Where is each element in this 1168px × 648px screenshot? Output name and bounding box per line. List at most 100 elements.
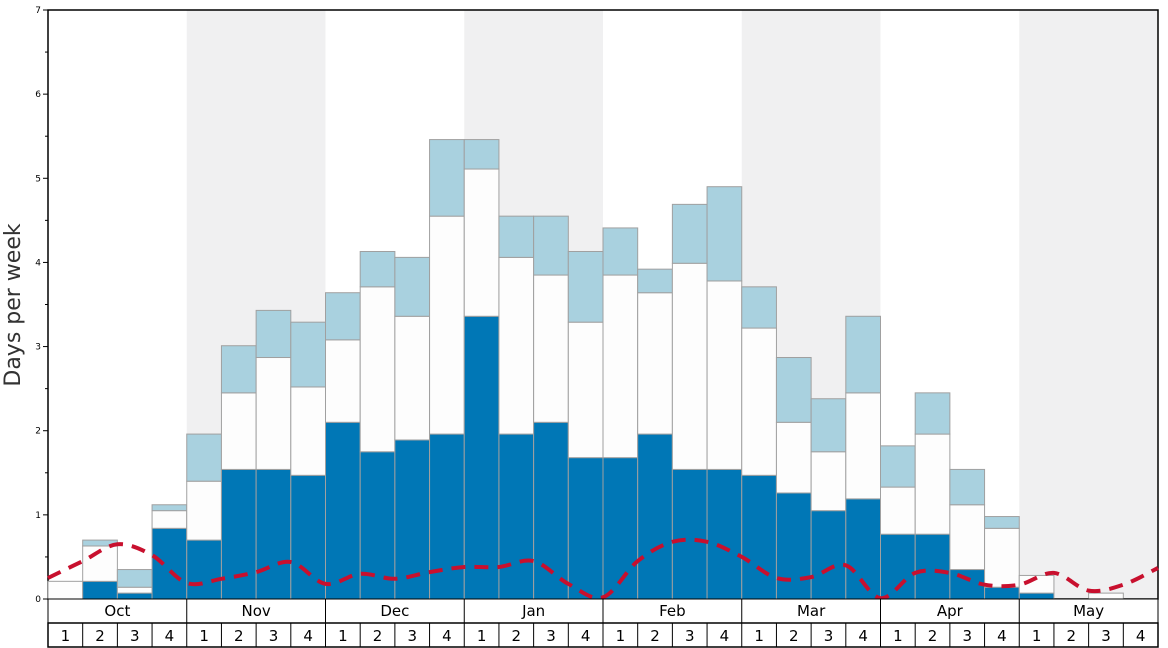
week-label: 2 [512, 627, 522, 645]
y-tick-label-7: 7 [35, 6, 41, 16]
week-label: 2 [373, 627, 383, 645]
bar-col26-layer3 [914, 392, 951, 435]
bar-col28-layer1 [984, 586, 1020, 600]
month-label-feb: Feb [659, 602, 686, 620]
bar-col12-layer1 [429, 433, 465, 600]
bar-col31-layer2 [1088, 592, 1124, 600]
bar-col21-layer1 [741, 474, 777, 600]
y-tick-label-2: 2 [35, 427, 41, 437]
bar-col21-layer3 [741, 286, 777, 329]
week-label: 4 [165, 627, 175, 645]
bar-col22-layer2 [775, 421, 812, 494]
bar-col26-layer2 [914, 433, 951, 535]
bar-col23-layer2 [810, 451, 847, 512]
bar-col10-layer2 [359, 286, 396, 453]
week-label: 1 [893, 627, 903, 645]
bar-col6-layer2 [220, 392, 257, 470]
bar-col16-layer2 [567, 321, 604, 459]
bar-col19-layer3 [671, 203, 708, 264]
month-label-oct: Oct [104, 602, 130, 620]
month-shade-may [1019, 10, 1158, 599]
week-label: 3 [546, 627, 556, 645]
y-tick-label-4: 4 [35, 258, 41, 268]
week-label: 4 [303, 627, 313, 645]
week-label: 2 [95, 627, 105, 645]
y-tick-label-3: 3 [35, 343, 41, 353]
bar-col18-layer3 [637, 268, 673, 294]
bar-col14-layer3 [498, 215, 535, 258]
week-label: 4 [581, 627, 591, 645]
week-label: 1 [1032, 627, 1042, 645]
week-label: 4 [997, 627, 1007, 645]
bar-col28-layer3 [984, 516, 1020, 529]
week-label: 2 [234, 627, 244, 645]
bar-col18-layer2 [637, 292, 673, 435]
month-label-jan: Jan [521, 602, 545, 620]
week-label: 2 [789, 627, 799, 645]
bar-col17-layer1 [602, 457, 639, 600]
y-tick-label-5: 5 [35, 174, 41, 184]
bar-col16-layer3 [567, 250, 604, 323]
average-line [47, 537, 1159, 601]
bar-col6-layer3 [220, 345, 257, 394]
bar-col25-layer3 [880, 445, 916, 488]
week-label: 4 [858, 627, 868, 645]
week-label: 1 [477, 627, 487, 645]
bar-col11-layer2 [394, 315, 431, 441]
week-label: 3 [962, 627, 972, 645]
week-label: 1 [199, 627, 209, 645]
week-label: 2 [1067, 627, 1077, 645]
bar-col7-layer3 [255, 309, 292, 359]
month-label-dec: Dec [380, 602, 409, 620]
bar-col5-layer1 [186, 539, 222, 600]
bar-col26-layer1 [914, 533, 951, 600]
week-label: 3 [269, 627, 279, 645]
bar-col4-layer1 [151, 527, 188, 600]
y-tick-label-6: 6 [35, 90, 41, 100]
bar-col27-layer3 [949, 468, 986, 506]
axes: 0 1 2 3 4 5 6 7 Oct Nov Dec Jan Feb Mar Apr May 1 2 3 4 1 2 3 4… [35, 6, 1159, 648]
week-label: 3 [824, 627, 834, 645]
bar-col14-layer2 [498, 256, 535, 435]
bar-col20-layer2 [706, 280, 743, 470]
bar-col25-layer2 [880, 486, 916, 535]
bar-col22-layer1 [775, 492, 812, 600]
bar-col9-layer1 [325, 421, 361, 600]
bar-col8-layer2 [290, 386, 326, 476]
week-label: 4 [720, 627, 730, 645]
bar-series [47, 139, 1124, 600]
month-label-nov: Nov [241, 602, 270, 620]
bar-col4-layer2 [151, 510, 188, 529]
bar-col3-layer2 [116, 586, 153, 594]
bar-col19-layer2 [671, 262, 708, 470]
bar-col19-layer1 [671, 468, 708, 600]
week-label: 3 [1101, 627, 1111, 645]
bar-col8-layer3 [290, 321, 326, 388]
bar-col17-layer2 [602, 274, 639, 459]
week-label: 3 [407, 627, 417, 645]
bar-col17-layer3 [602, 227, 639, 276]
bar-col14-layer1 [498, 433, 535, 600]
bar-col3-layer1 [116, 592, 153, 600]
bar-col28-layer2 [984, 527, 1020, 588]
bar-col13-layer1 [463, 315, 500, 600]
week-label: 2 [650, 627, 660, 645]
bar-col20-layer3 [706, 186, 743, 282]
bar-col11-layer3 [394, 256, 431, 317]
bar-col15-layer3 [533, 215, 569, 276]
bar-col5-layer3 [186, 433, 222, 482]
bar-col20-layer1 [706, 468, 743, 600]
y-tick-label-0: 0 [35, 595, 41, 605]
bar-col1-layer2 [47, 580, 84, 600]
bar-col7-layer1 [255, 468, 292, 600]
bar-col2-layer1 [82, 580, 118, 600]
month-label-mar: Mar [797, 602, 826, 620]
bar-col24-layer3 [845, 315, 881, 394]
week-label: 1 [616, 627, 626, 645]
month-label-may: May [1073, 602, 1104, 620]
week-label: 3 [685, 627, 695, 645]
bar-col9-layer2 [325, 339, 361, 423]
week-label: 1 [61, 627, 71, 645]
bar-col3-layer3 [116, 569, 153, 588]
bar-col13-layer3 [463, 139, 500, 170]
